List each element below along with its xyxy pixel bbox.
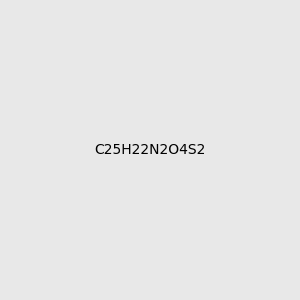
Text: C25H22N2O4S2: C25H22N2O4S2 xyxy=(94,143,206,157)
